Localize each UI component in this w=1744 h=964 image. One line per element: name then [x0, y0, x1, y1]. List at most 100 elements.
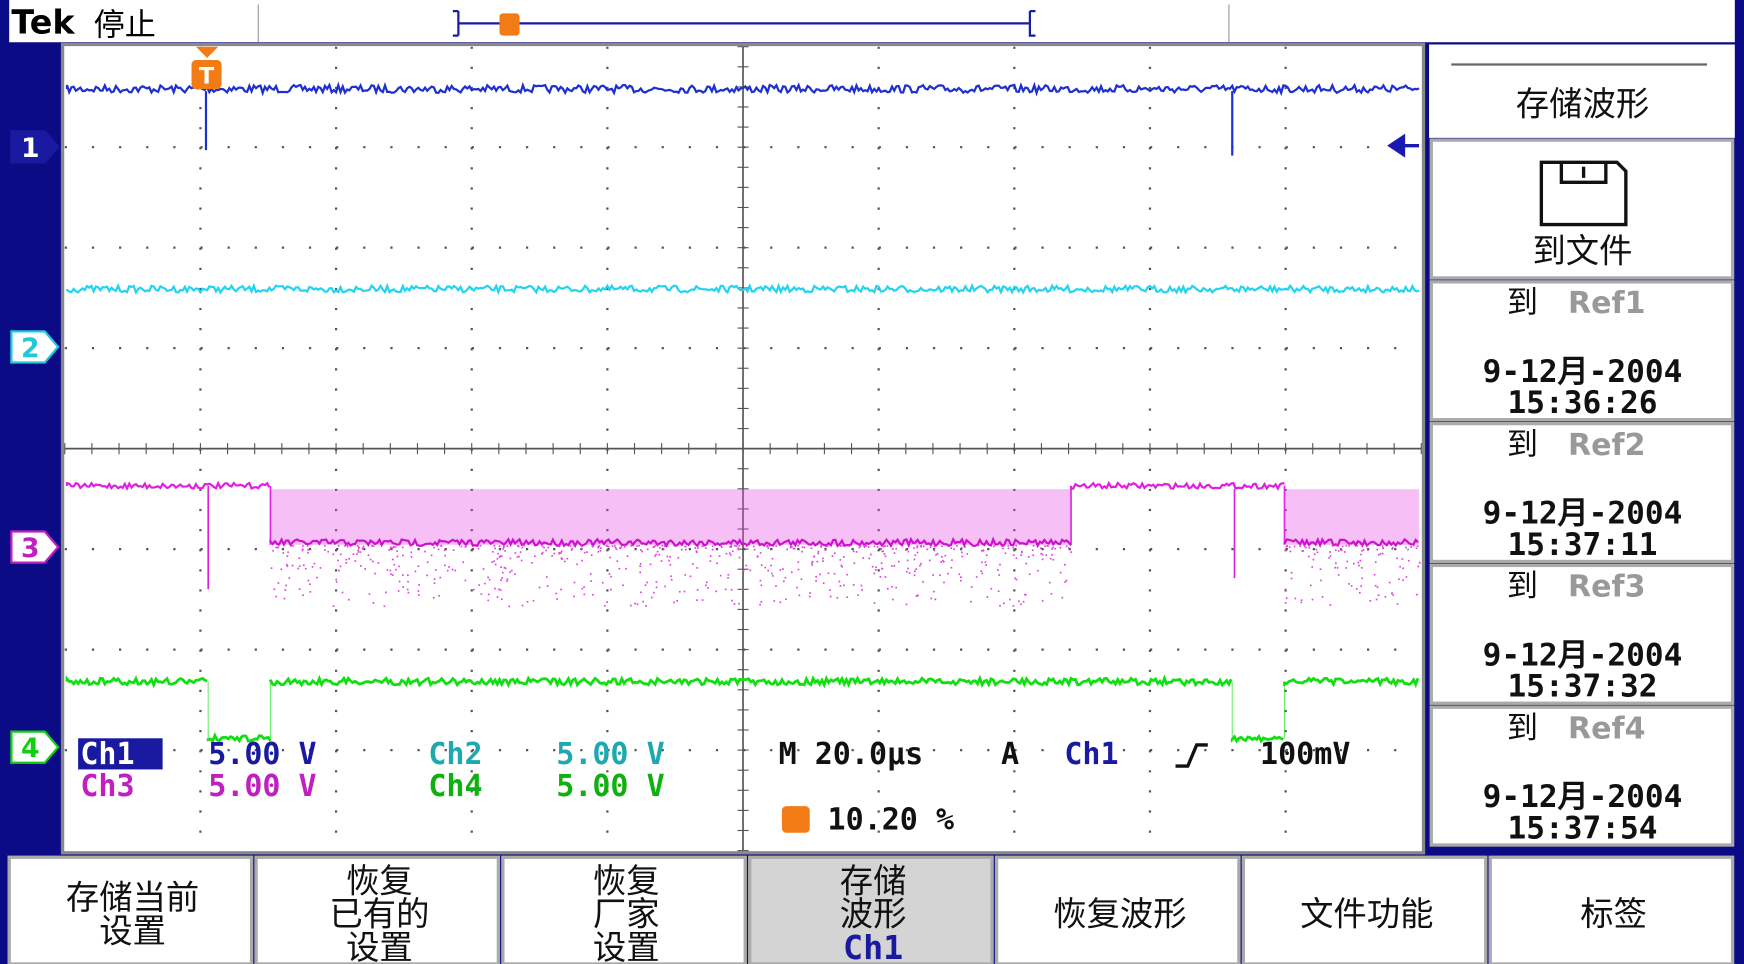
ch3-dot: [521, 547, 523, 549]
ch3-dot: [1360, 585, 1362, 587]
ch3-dot: [395, 569, 397, 571]
menu-time: 15:37:11: [1508, 527, 1658, 563]
ch3-dot: [934, 549, 936, 551]
ch3-dot: [1391, 592, 1393, 594]
ch3-dot: [1408, 560, 1410, 562]
page: Tek 停止 T1234Ch15.00 VCh25.00 VCh35.00 VC…: [0, 0, 1744, 964]
ch3-dot: [507, 545, 509, 547]
ch3-dot: [487, 600, 489, 602]
ch3-dot: [1310, 585, 1312, 587]
ch3-dot: [1032, 554, 1034, 556]
ch3-dot: [625, 568, 627, 570]
ch3-dot: [697, 547, 699, 549]
ch3-dot: [1380, 553, 1382, 555]
ch3-dot: [522, 605, 524, 607]
ch3-dot: [971, 586, 973, 588]
ch3-dot: [887, 545, 889, 547]
ch3-dot: [1337, 567, 1339, 569]
ch3-dot: [1305, 547, 1307, 549]
ch3-dot: [576, 563, 578, 565]
ch3-dot: [543, 547, 545, 549]
ch3-dot: [654, 555, 656, 557]
ch3-dot: [1320, 568, 1322, 570]
ch3-dot: [696, 567, 698, 569]
ch3-dot: [488, 594, 490, 596]
ch3-dot: [439, 577, 441, 579]
ch3-dot: [907, 560, 909, 562]
ch3-dot: [444, 555, 446, 557]
ch3-dot: [619, 547, 621, 549]
ch3-dot: [942, 560, 944, 562]
ch3-dot: [1052, 559, 1054, 561]
ch3-dot: [1363, 549, 1365, 551]
ch3-dot: [922, 581, 924, 583]
ch3-dot: [1047, 545, 1049, 547]
ch3-dot: [462, 561, 464, 563]
ch3-dot: [487, 577, 489, 579]
ch3-dot: [997, 569, 999, 571]
ch3-dot: [798, 569, 800, 571]
top-bar: [9, 0, 1735, 42]
ch3-dot: [598, 551, 600, 553]
menu-time: 15:36:26: [1508, 385, 1658, 421]
ch3-dot: [556, 598, 558, 600]
ch3-dot: [985, 564, 987, 566]
ch3-dot: [1032, 549, 1034, 551]
ch3-dot: [1416, 594, 1418, 596]
ch3-dot: [1376, 549, 1378, 551]
ch3-dot: [887, 588, 889, 590]
ch3-dot: [961, 556, 963, 558]
ch3-dot: [797, 545, 799, 547]
ch3-dot: [933, 591, 935, 593]
ch3-dot: [785, 577, 787, 579]
ch3-dot: [491, 561, 493, 563]
ch3-dot: [1054, 548, 1056, 550]
ch3-dot: [369, 593, 371, 595]
ch3-dot: [1007, 545, 1009, 547]
ch3-dot: [398, 566, 400, 568]
ch3-dot: [1042, 559, 1044, 561]
ch3-dot: [646, 582, 648, 584]
ch3-dot: [320, 567, 322, 569]
ch3-dot: [970, 601, 972, 603]
ch3-dot: [909, 572, 911, 574]
ch3-dot: [372, 602, 374, 604]
ch3-dot: [1407, 549, 1409, 551]
ch3-dot: [783, 581, 785, 583]
ch3-dot: [509, 571, 511, 573]
ch3-dot: [561, 558, 563, 560]
ch3-dot: [271, 567, 273, 569]
ch3-dot: [705, 547, 707, 549]
ch3-dot: [930, 598, 932, 600]
ch3-dot: [667, 545, 669, 547]
ch3-dot: [1003, 545, 1005, 547]
ch3-dot: [1003, 602, 1005, 604]
ch3-dot: [501, 577, 503, 579]
ch3-dot: [374, 573, 376, 575]
ch3-dot: [986, 554, 988, 556]
ch3-dot: [465, 580, 467, 582]
ch3-dot: [340, 566, 342, 568]
ch3-dot: [354, 560, 356, 562]
ch3-dot: [385, 592, 387, 594]
ch3-dot: [811, 562, 813, 564]
ch3-dot: [692, 563, 694, 565]
ch3-dot: [837, 597, 839, 599]
ch3-dot: [738, 603, 740, 605]
ch3-dot: [1002, 548, 1004, 550]
ch3-dot: [978, 545, 980, 547]
ch3-dot: [1013, 605, 1015, 607]
ch3-dot: [1389, 582, 1391, 584]
ch3-dot: [640, 592, 642, 594]
ch3-dot: [799, 594, 801, 596]
ch3-dot: [757, 556, 759, 558]
ch3-dot: [981, 573, 983, 575]
ch3-dot: [981, 570, 983, 572]
ch3-dot: [840, 545, 842, 547]
ch3-dot: [388, 549, 390, 551]
ch3-dot: [652, 546, 654, 548]
ch3-dot: [947, 573, 949, 575]
ch3-dot: [292, 565, 294, 567]
ch3-dot: [504, 550, 506, 552]
ch3-dot: [307, 545, 309, 547]
